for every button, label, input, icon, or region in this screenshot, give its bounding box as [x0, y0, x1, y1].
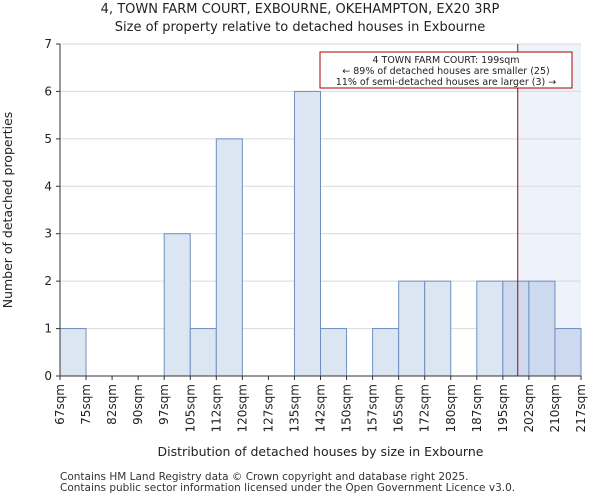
histogram-bar — [320, 328, 348, 377]
histogram-bar — [554, 328, 582, 377]
histogram-bar — [476, 280, 504, 377]
x-tick-label: 150sqm — [340, 384, 354, 432]
x-tick-label: 90sqm — [131, 384, 145, 425]
x-tick-label: 120sqm — [235, 384, 249, 432]
histogram-bar — [163, 233, 191, 377]
x-tick-label: 82sqm — [105, 384, 119, 425]
chart-subtitle: Size of property relative to detached ho… — [114, 20, 486, 35]
x-tick-label: 135sqm — [287, 384, 301, 432]
histogram-bar — [293, 90, 322, 377]
x-tick-label: 127sqm — [261, 384, 275, 432]
x-tick-label: 180sqm — [444, 384, 458, 432]
annotation-box — [319, 51, 573, 89]
y-tick-label: 0 — [44, 369, 52, 383]
annotation-line-1: 4 TOWN FARM COURT: 199sqm — [372, 55, 519, 66]
x-axis-title: Distribution of detached houses by size … — [158, 444, 484, 459]
annotation-line-3: 11% of semi-detached houses are larger (… — [336, 77, 556, 88]
x-tick-label: 172sqm — [418, 384, 432, 432]
histogram-bar — [398, 280, 426, 377]
footer-line-2: Contains public sector information licen… — [60, 482, 516, 494]
y-tick-label: 5 — [44, 132, 52, 146]
histogram-bar — [59, 328, 87, 377]
y-tick-label: 6 — [44, 84, 52, 98]
x-tick-label: 187sqm — [470, 384, 484, 432]
histogram-bar — [215, 138, 243, 377]
chart-title: 4, TOWN FARM COURT, EXBOURNE, OKEHAMPTON… — [100, 2, 500, 17]
histogram-bar — [372, 328, 400, 377]
y-tick-label: 3 — [44, 227, 52, 241]
x-tick-label: 112sqm — [209, 384, 223, 432]
y-axis-title: Number of detached properties — [0, 112, 15, 309]
y-tick-label: 4 — [44, 179, 52, 193]
x-tick-label: 75sqm — [79, 384, 93, 425]
x-tick-label: 165sqm — [392, 384, 406, 432]
histogram-chart: 0 1 2 3 4 5 6 7 67sqm 75sqm 82sqm 90sqm 97sqm 105sqm 1… — [0, 37, 588, 459]
x-tick-label: 202sqm — [522, 384, 536, 432]
histogram-bar — [528, 280, 556, 377]
footer-line-1: Contains HM Land Registry data © Crown c… — [60, 471, 469, 483]
x-tick-label: 217sqm — [574, 384, 588, 432]
x-tick-label: 105sqm — [183, 384, 197, 432]
x-tick-label: 195sqm — [496, 384, 510, 432]
y-tick-label: 2 — [44, 274, 52, 288]
y-tick-label: 7 — [44, 37, 52, 51]
annotation-line-2: ← 89% of detached houses are smaller (25… — [342, 66, 549, 77]
x-tick-label: 210sqm — [548, 384, 562, 432]
histogram-bar — [502, 280, 530, 377]
x-tick-label: 157sqm — [366, 384, 380, 432]
histogram-bar — [424, 280, 452, 377]
histogram-bar — [189, 328, 217, 377]
x-tick-label: 97sqm — [157, 384, 171, 425]
x-tick-label: 142sqm — [314, 384, 328, 432]
y-tick-label: 1 — [44, 322, 52, 336]
x-tick-label: 67sqm — [53, 384, 67, 425]
